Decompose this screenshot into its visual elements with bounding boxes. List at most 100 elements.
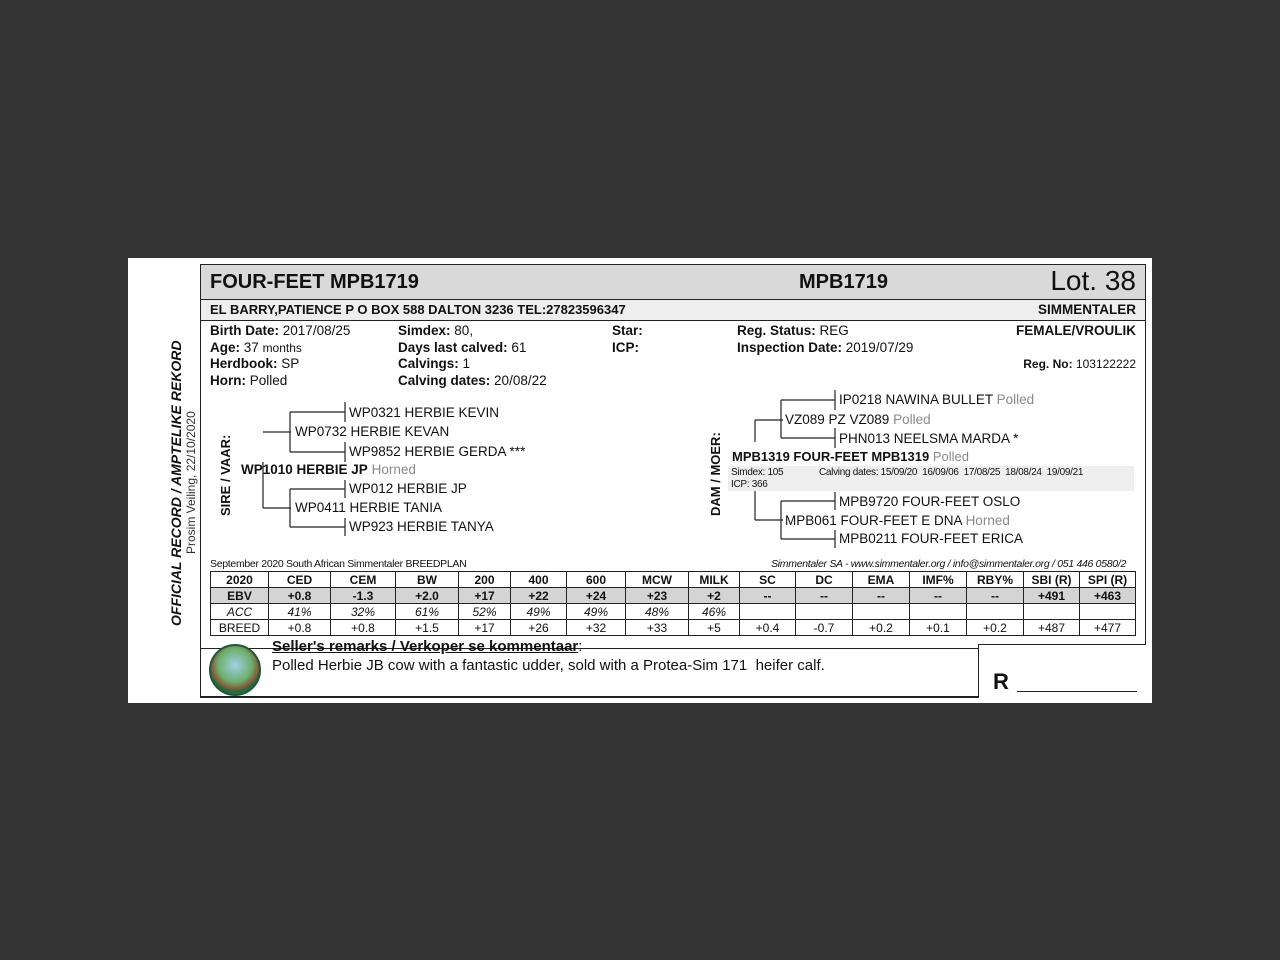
owner-bar: EL BARRY,PATIENCE P O BOX 588 DALTON 323… [200, 300, 1146, 321]
ebv-cell: -0.7 [795, 619, 853, 636]
ebv-table: 2020 CED CEM BW 200 400 600 MCW MILK SC DC EMA IMF% R… [210, 571, 1136, 636]
price-box[interactable]: R [978, 644, 1146, 698]
simdex-label: Simdex: [398, 323, 451, 338]
ebv-cell: SC [739, 571, 796, 588]
age-label: Age: [210, 339, 240, 355]
simmentaler-logo [209, 644, 261, 696]
breedplan-contact: Simmentaler SA - www.simmentaler.org / i… [771, 558, 1126, 570]
reg-no-label: Reg. No: [1023, 357, 1073, 371]
ebv-cell: +0.8 [268, 587, 331, 604]
ebv-cell: -- [852, 587, 910, 604]
sire-dam-sire: WP012 HERBIE JP [349, 481, 467, 496]
ebv-row-acc: ACC 41% 32% 61% 52% 49% 49% 48% 46% [210, 603, 1136, 620]
ebv-cell [909, 603, 967, 620]
header-bar: FOUR-FEET MPB1719 MPB1719 Lot. 38 [200, 264, 1146, 300]
ebv-cell: +17 [458, 619, 511, 636]
reg-no: 103122222 [1075, 357, 1136, 371]
ebv-cell [739, 603, 796, 620]
reg-status-label: Reg. Status: [737, 323, 816, 338]
pedigree-lines [262, 390, 836, 548]
ebv-cell: CED [268, 571, 331, 588]
breedplan-title: September 2020 South African Simmentaler… [210, 558, 467, 570]
animal-name: FOUR-FEET MPB1719 [210, 271, 419, 293]
ebv-cell: +5 [688, 619, 740, 636]
ebv-cell: 52% [458, 603, 511, 620]
calving-dates: 20/08/22 [494, 372, 547, 388]
dam-simdex: Simdex: 105 [731, 467, 784, 478]
dam-dam-horn: Horned [965, 513, 1010, 528]
days-last-calved: 61 [511, 339, 527, 355]
ebv-cell: 49% [510, 603, 567, 620]
dam-icp: ICP: 366 [731, 479, 768, 490]
ebv-cell: +17 [458, 587, 511, 604]
sire-dam: WP0411 HERBIE TANIA [295, 500, 443, 515]
ebv-cell: 32% [330, 603, 396, 620]
ebv-cell: +26 [510, 619, 567, 636]
inspection-date: 2019/07/29 [845, 339, 914, 355]
ebv-cell: +22 [510, 587, 567, 604]
ebv-cell: ACC [210, 603, 269, 620]
info-col-2: Simdex: 80, Days last calved: 61 Calving… [398, 323, 547, 389]
dam-dam-dam: MPB0211 FOUR-FEET ERICA [839, 531, 1024, 546]
ebv-cell: +23 [625, 587, 689, 604]
ebv-cell: IMF% [909, 571, 967, 588]
horn: Polled [249, 372, 288, 388]
ebv-cell: +1.5 [395, 619, 459, 636]
info-col-1: Birth Date: 2017/08/25 Age: 37 months He… [210, 323, 350, 389]
ebv-cell: MCW [625, 571, 689, 588]
ebv-cell: 400 [510, 571, 567, 588]
icp-label: ICP: [612, 339, 639, 355]
price-line [1017, 691, 1137, 692]
sire-horn: Horned [371, 462, 416, 477]
ebv-cell: MILK [688, 571, 740, 588]
info-col-4: Reg. Status: REG Inspection Date: 2019/0… [737, 323, 913, 356]
ebv-cell: +491 [1023, 587, 1080, 604]
ebv-cell: 48% [625, 603, 689, 620]
ebv-cell: RBY% [966, 571, 1024, 588]
ebv-cell: +0.2 [966, 619, 1024, 636]
sire-label: SIRE / VAAR: [218, 434, 233, 516]
animal-id: MPB1719 [799, 271, 888, 293]
sex: FEMALE/VROULIK [1016, 323, 1136, 338]
ebv-cell: EBV [210, 587, 269, 604]
ebv-cell: BW [395, 571, 459, 588]
ebv-cell: +0.1 [909, 619, 967, 636]
ebv-cell: 61% [395, 603, 459, 620]
dam-sire-horn: Polled [893, 412, 931, 427]
ebv-cell: -1.3 [330, 587, 396, 604]
ebv-cell [966, 603, 1024, 620]
ebv-cell: +2 [688, 587, 740, 604]
sire-sire-dam: WP9852 HERBIE GERDA *** [349, 444, 526, 459]
ebv-cell: +477 [1079, 619, 1136, 636]
ebv-cell [1023, 603, 1080, 620]
lot-card: OFFICIAL RECORD / AMPTELIKE REKORD Prosi… [128, 258, 1152, 703]
price-currency: R [993, 669, 1009, 694]
dam-name: MPB1319 FOUR-FEET MPB1319 [732, 449, 930, 464]
ebv-cell: -- [966, 587, 1024, 604]
ebv-cell: 46% [688, 603, 740, 620]
info-col-3: Star: ICP: [612, 323, 643, 356]
ebv-cell [1079, 603, 1136, 620]
days-label: Days last calved: [398, 339, 508, 355]
inspection-label: Inspection Date: [737, 339, 843, 355]
dam-sire-dam: PHN013 NEELSMA MARDA * [839, 431, 1019, 446]
dam-dam-sire: MPB9720 FOUR-FEET OSLO [839, 494, 1021, 509]
dam-sire-sire-horn: Polled [996, 392, 1035, 407]
calving-dates-label: Calving dates: [398, 372, 491, 388]
dam-calving-dates: Calving dates: 15/09/20 16/09/06 17/08/2… [819, 467, 1084, 478]
sire-name: WP1010 HERBIE JP [241, 462, 368, 477]
remarks-text: Polled Herbie JB cow with a fantastic ud… [272, 657, 825, 674]
ebv-cell [852, 603, 910, 620]
ebv-cell: 2020 [210, 571, 269, 588]
ebv-cell: EMA [852, 571, 910, 588]
dam-details: Simdex: 105 ICP: 366 Calving dates: 15/0… [728, 466, 1134, 491]
owner-address: EL BARRY,PATIENCE P O BOX 588 DALTON 323… [210, 302, 626, 317]
dam-horn: Polled [932, 449, 969, 464]
ebv-cell: DC [795, 571, 853, 588]
ebv-cell [795, 603, 853, 620]
ebv-cell: CEM [330, 571, 396, 588]
lot-number: Lot. 38 [1050, 265, 1136, 296]
ebv-cell: +32 [566, 619, 626, 636]
ebv-cell: +0.8 [268, 619, 331, 636]
ebv-row-ebv: EBV +0.8 -1.3 +2.0 +17 +22 +24 +23 +2 -- -- -- -- -- +… [210, 587, 1136, 604]
